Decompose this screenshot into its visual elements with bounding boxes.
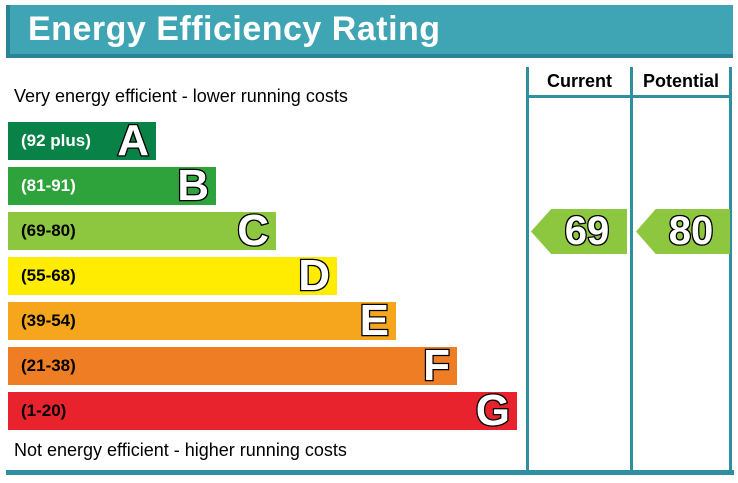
band-letter: G [475,386,512,435]
potential-column-header: Potential [642,71,719,91]
current-column-left-border [526,67,529,475]
rating-band-A: (92 plus) A [8,116,156,165]
current-rating-value: 69 [564,209,611,254]
band-letter: C [236,206,270,255]
rating-band-C: (69-80) C [8,206,276,255]
band-letter: E [358,296,390,345]
band-range-label: (55-68) [21,266,76,285]
potential-column-right-border [729,67,732,475]
potential-rating-value: 80 [668,209,715,254]
potential-rating-arrow: 80 [636,209,730,254]
column-header-separator [526,95,732,98]
column-divider [630,67,633,475]
current-rating-arrow: 69 [531,209,627,254]
band-letter: A [116,116,150,165]
chart-bottom-border [6,470,734,475]
rating-band-D: (55-68) D [8,251,337,300]
rating-band-E: (39-54) E [8,296,396,345]
page-title: Energy Efficiency Rating [28,10,441,48]
band-letter: D [297,251,331,300]
bottom-caption: Not energy efficient - higher running co… [14,440,347,460]
band-range-label: (81-91) [21,176,76,195]
band-letter: B [176,161,210,210]
rating-band-F: (21-38) F [8,341,457,390]
band-range-label: (1-20) [21,401,67,420]
band-range-label: (39-54) [21,311,76,330]
band-range-label: (69-80) [21,221,76,240]
band-range-label: (92 plus) [21,131,91,150]
rating-band-G: (1-20) G [8,386,517,435]
current-column-header: Current [546,71,612,91]
rating-band-B: (81-91) B [8,161,216,210]
title-bar: Energy Efficiency Rating [6,5,733,58]
band-range-label: (21-38) [21,356,76,375]
top-caption: Very energy efficient - lower running co… [14,86,348,106]
band-letter: F [422,341,451,390]
